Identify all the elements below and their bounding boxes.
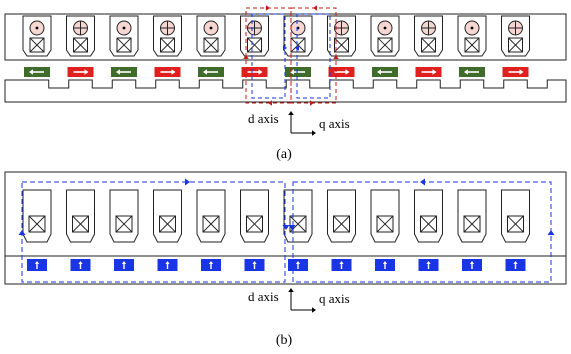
panel-b-winding-box	[115, 215, 133, 233]
panel-a-winding-box	[508, 37, 523, 53]
panel-a-tooth	[109, 15, 139, 77]
panel-a: d axis q axis (a)	[4, 5, 567, 162]
panel-b-tooth	[196, 189, 226, 271]
flux-arrow-icon	[185, 178, 190, 186]
panel-a-tooth	[196, 15, 226, 77]
flux-arrow-icon	[268, 100, 272, 106]
flux-arrow-icon	[288, 225, 296, 230]
panel-a-tooth	[370, 15, 400, 77]
flux-arrow-icon	[310, 100, 314, 106]
panel-b-winding-box	[333, 215, 350, 233]
flux-arrow-icon	[266, 5, 270, 11]
panel-b-winding-box	[507, 215, 524, 233]
panel-b-axes: d axis q axis (b)	[248, 288, 350, 348]
flux-loop-left-inner	[251, 13, 286, 99]
panel-a-d-axis-label: d axis	[248, 111, 279, 126]
panel-b-caption: (b)	[276, 333, 293, 348]
panel-b-tooth	[414, 189, 443, 271]
panel-b-tooth	[501, 189, 530, 271]
panel-b-tooth	[109, 189, 139, 271]
panel-a-axes: d axis q axis (a)	[248, 111, 350, 162]
panel-a-caption: (a)	[276, 147, 292, 162]
flux-arrow-icon	[282, 225, 290, 230]
panel-a-winding-box	[73, 37, 88, 53]
panel-b-winding-box	[420, 215, 437, 233]
panel-b-d-axis-label: d axis	[248, 289, 279, 304]
panel-a-tooth	[66, 15, 95, 77]
panel-a-winding-box	[421, 37, 436, 53]
panel-a-tooth	[327, 15, 356, 77]
flux-arrow-icon	[420, 178, 425, 186]
panel-b-winding-box	[289, 215, 307, 233]
panel-b-tooth	[66, 189, 95, 271]
panel-a-winding-box	[29, 37, 45, 53]
panel-a-winding-box	[160, 37, 175, 53]
flux-arrow-icon	[295, 45, 299, 51]
panel-b-winding-box	[463, 215, 481, 233]
flux-loop-right-inner	[296, 13, 331, 99]
panel-b-winding-box	[72, 215, 89, 233]
panel-a-tooth	[240, 15, 269, 77]
panel-b-winding-box	[376, 215, 394, 233]
panel-b-tooth	[283, 189, 313, 271]
panel-b-stator-outline	[4, 171, 567, 285]
panel-a-tooth	[153, 15, 182, 77]
panel-a-stator	[4, 13, 567, 77]
panel-a-winding-box	[203, 37, 219, 53]
panel-b-tooth	[240, 189, 269, 271]
panel-b-tooth	[327, 189, 356, 271]
panel-b-winding-box	[246, 215, 263, 233]
panel-a-tooth	[414, 15, 443, 77]
flux-arrow-icon	[18, 230, 26, 235]
panel-a-winding-box	[247, 37, 262, 53]
panel-a-winding-box	[116, 37, 132, 53]
panel-b-tooth	[370, 189, 400, 271]
panel-b-winding-box	[159, 215, 176, 233]
panel-a-winding-box	[464, 37, 480, 53]
panel-a-q-axis-label: q axis	[319, 116, 350, 131]
panel-b-tooth	[153, 189, 182, 271]
flux-arrow-icon	[547, 230, 555, 235]
panel-b-q-axis-label: q axis	[319, 291, 350, 306]
panel-b: d axis q axis (b)	[4, 171, 567, 348]
panel-b-winding-box	[202, 215, 220, 233]
panel-a-tooth	[501, 15, 530, 77]
flux-arrow-icon	[333, 55, 339, 59]
panel-a-winding-box	[334, 37, 349, 53]
panel-b-flux-paths	[18, 178, 555, 283]
panel-a-tooth	[457, 15, 487, 77]
panel-a-mover	[4, 79, 567, 103]
panel-b-winding-box	[28, 215, 46, 233]
flux-arrow-icon	[313, 5, 317, 11]
panel-b-stator	[4, 171, 567, 285]
panel-b-tooth	[22, 189, 52, 271]
flux-arrow-icon	[283, 45, 287, 51]
panel-b-tooth	[457, 189, 487, 271]
flux-arrow-icon	[243, 55, 249, 59]
panel-a-tooth	[22, 15, 52, 77]
panel-a-winding-box	[290, 37, 306, 53]
panel-a-flux-paths	[243, 5, 339, 106]
panel-a-winding-box	[377, 37, 393, 53]
panel-a-mover-outline	[4, 79, 567, 103]
